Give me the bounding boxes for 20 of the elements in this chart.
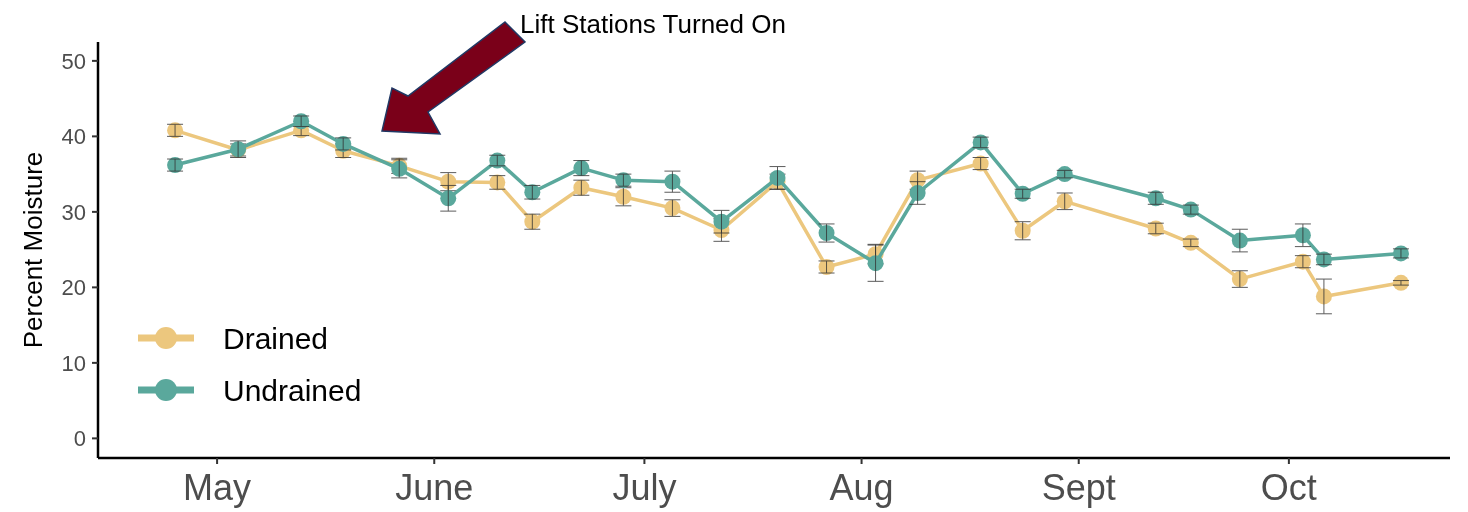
x-tick-label: May [183,467,252,508]
y-axis-title: Percent Moisture [18,151,48,349]
y-tick-label: 10 [61,350,86,376]
y-tick-label: 0 [73,426,86,452]
point [867,255,884,272]
point [440,190,457,207]
legend-label: Undrained [223,373,362,407]
x-tick-label: June [395,467,474,508]
x-tick-label: Aug [829,467,894,508]
point [909,185,926,201]
y-tick-label: 20 [61,275,86,301]
text: Lift Stations Turned On [520,9,786,39]
point [1231,232,1248,249]
x-tick-label: July [612,467,677,508]
y-tick-label: 50 [61,48,86,74]
x-tick-label: Sept [1041,467,1116,508]
legend-label: Drained [223,321,329,355]
x-tick-label: Oct [1260,467,1317,508]
y-tick-label: 40 [61,124,86,150]
y-tick-label: 30 [61,199,86,225]
